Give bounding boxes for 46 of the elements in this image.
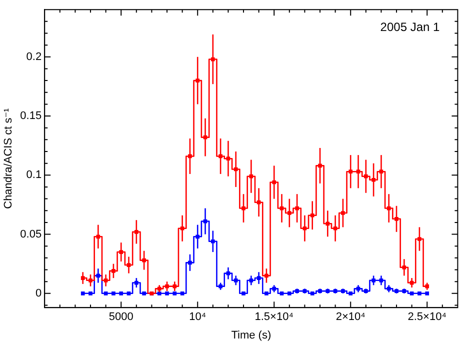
point bbox=[372, 278, 376, 282]
x-tick-label: 2.5×10⁴ bbox=[408, 311, 447, 324]
point bbox=[264, 291, 268, 296]
point bbox=[112, 269, 116, 273]
point bbox=[264, 274, 268, 278]
point bbox=[126, 291, 131, 296]
point bbox=[242, 291, 246, 296]
point bbox=[348, 291, 353, 296]
point bbox=[425, 291, 430, 296]
y-tick-label: 0.1 bbox=[26, 169, 42, 182]
x-tick-label: 5000 bbox=[108, 311, 134, 324]
point bbox=[394, 216, 398, 221]
y-tick-label: 0.2 bbox=[26, 50, 42, 63]
point bbox=[172, 291, 177, 296]
point bbox=[341, 211, 345, 215]
point bbox=[104, 291, 108, 296]
annotation: 2005 Jan 1 bbox=[380, 20, 440, 34]
point bbox=[134, 230, 138, 234]
point bbox=[372, 178, 376, 182]
point bbox=[142, 291, 146, 296]
point bbox=[180, 291, 184, 296]
y-tick-label: 0.15 bbox=[20, 110, 42, 122]
point bbox=[287, 291, 292, 296]
x-axis-title: Time (s) bbox=[231, 329, 272, 342]
point bbox=[280, 291, 284, 296]
point bbox=[418, 291, 422, 296]
point bbox=[157, 291, 162, 296]
point bbox=[80, 291, 85, 296]
point bbox=[310, 291, 314, 296]
x-tick-label: 10⁴ bbox=[189, 311, 206, 324]
x-tick-label: 2×10⁴ bbox=[336, 311, 366, 324]
point bbox=[88, 291, 92, 296]
point bbox=[418, 237, 422, 241]
point bbox=[165, 291, 169, 296]
y-tick-label: 0.05 bbox=[20, 228, 42, 240]
point bbox=[188, 260, 192, 265]
point bbox=[112, 291, 116, 296]
x-tick-label: 1.5×10⁴ bbox=[254, 311, 294, 324]
point bbox=[410, 291, 414, 296]
y-tick-label: 0 bbox=[35, 287, 42, 300]
point bbox=[287, 211, 292, 215]
point bbox=[88, 278, 92, 282]
y-axis-title: Chandra/ACIS ct s⁻¹ bbox=[2, 108, 15, 209]
point bbox=[364, 174, 368, 178]
point bbox=[210, 239, 215, 244]
point bbox=[119, 291, 124, 296]
